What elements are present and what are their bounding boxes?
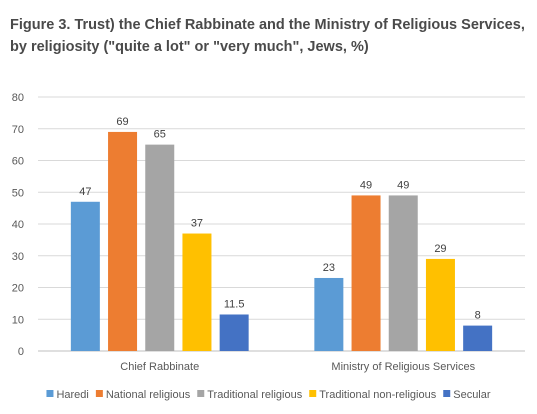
data-labels: 47 69 65 37 11.5 23 49 49 29 8 bbox=[79, 116, 480, 322]
data-label: 49 bbox=[397, 179, 409, 191]
category-label: Chief Rabbinate bbox=[120, 361, 199, 373]
legend-label: Secular bbox=[453, 389, 491, 401]
y-tick-label: 50 bbox=[12, 187, 24, 199]
bar-traditional-religious-0 bbox=[145, 144, 175, 351]
y-tick-label: 40 bbox=[12, 219, 24, 231]
y-tick-label: 60 bbox=[12, 156, 24, 168]
legend-swatch bbox=[95, 390, 103, 397]
legend-label: National religious bbox=[106, 389, 191, 401]
data-label: 23 bbox=[323, 262, 335, 274]
data-label: 69 bbox=[116, 116, 128, 128]
bar-traditional-non-religious-1 bbox=[425, 258, 455, 351]
y-tick-label: 10 bbox=[12, 314, 24, 326]
bar-haredi-0 bbox=[70, 201, 100, 351]
legend-label: Traditional non-religious bbox=[319, 389, 436, 401]
data-label: 8 bbox=[475, 310, 481, 322]
legend-swatch bbox=[46, 390, 54, 397]
bar-secular-0 bbox=[219, 314, 249, 351]
bar-national-religious-0 bbox=[108, 131, 138, 351]
bar-haredi-1 bbox=[314, 277, 344, 351]
y-axis-ticks: 0 10 20 30 40 50 60 70 80 bbox=[12, 92, 24, 358]
bar-traditional-non-religious-0 bbox=[182, 233, 212, 351]
data-label: 29 bbox=[434, 243, 446, 255]
legend: Haredi National religious Traditional reli… bbox=[46, 389, 491, 401]
y-tick-label: 30 bbox=[12, 251, 24, 263]
data-label: 65 bbox=[154, 129, 166, 141]
data-label: 37 bbox=[191, 218, 203, 230]
data-label: 49 bbox=[360, 179, 372, 191]
legend-swatch bbox=[309, 390, 317, 397]
y-tick-label: 20 bbox=[12, 283, 24, 295]
legend-swatch bbox=[443, 390, 451, 397]
data-label: 47 bbox=[79, 186, 91, 198]
bar-national-religious-1 bbox=[351, 195, 381, 351]
category-label: Ministry of Religious Services bbox=[331, 361, 475, 373]
bar-traditional-religious-1 bbox=[388, 195, 418, 351]
legend-label: Haredi bbox=[56, 389, 88, 401]
legend-swatch bbox=[197, 390, 205, 397]
bars bbox=[70, 131, 493, 351]
category-labels: Chief Rabbinate Ministry of Religious Ser… bbox=[120, 361, 475, 373]
chart-title: Figure 3. Trust) the Chief Rabbinate and… bbox=[10, 17, 525, 55]
y-tick-label: 70 bbox=[12, 124, 24, 136]
y-tick-label: 0 bbox=[18, 346, 24, 358]
legend-label: Traditional religious bbox=[207, 389, 302, 401]
bar-secular-1 bbox=[463, 325, 493, 351]
y-tick-label: 80 bbox=[12, 92, 24, 104]
data-label: 11.5 bbox=[224, 298, 245, 310]
